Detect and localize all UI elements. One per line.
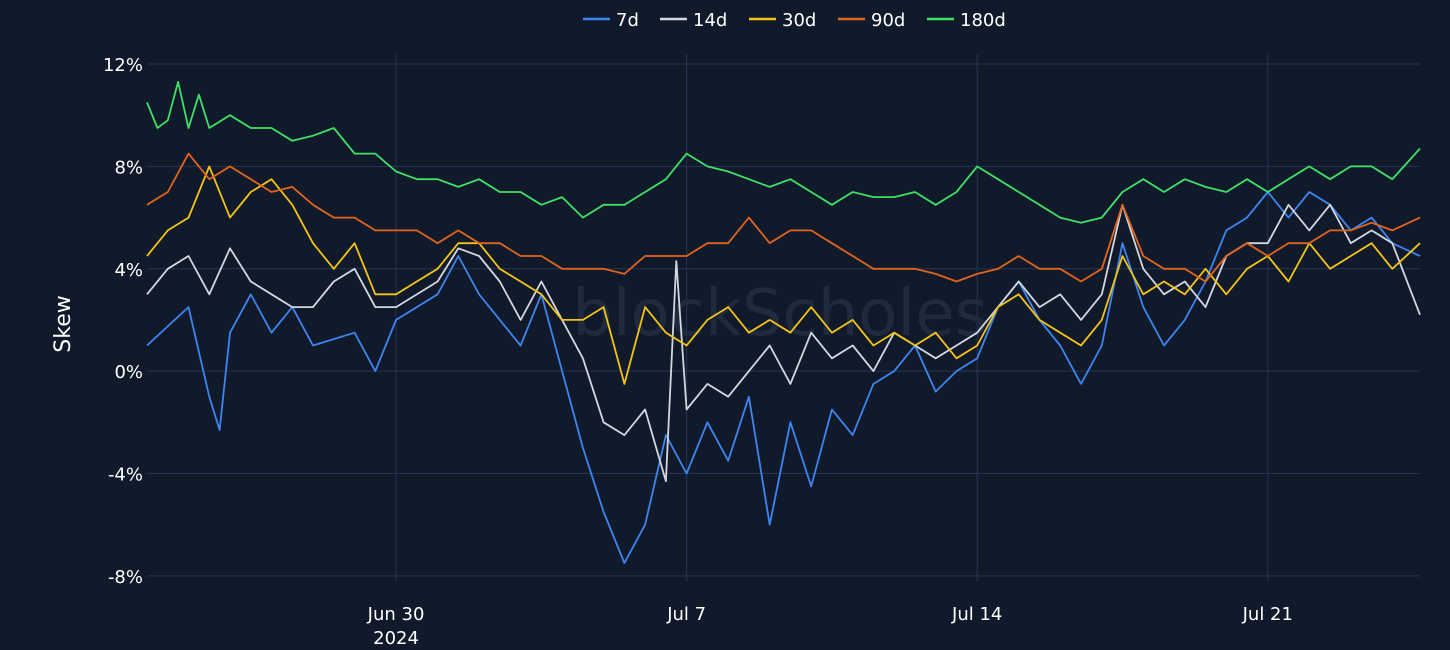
y-tick-label: 0% — [114, 362, 143, 383]
y-axis-ticks: 12% 8% 4% 0% -4% -8% — [103, 55, 143, 588]
x-axis-ticks: Jun 30 2024 Jul 7 Jul 14 Jul 21 — [367, 604, 1293, 649]
series-line-90d — [146, 152, 1421, 283]
series-line-14d — [146, 203, 1421, 483]
series-line-180d — [146, 81, 1421, 224]
watermark: blockScholes — [572, 277, 988, 351]
legend-label-30d[interactable]: 30d — [782, 10, 816, 31]
y-axis-title: Skew — [51, 295, 76, 352]
y-tick-label: -4% — [108, 465, 143, 486]
legend-label-14d[interactable]: 14d — [693, 10, 727, 31]
x-tick-label: Jul 14 — [951, 604, 1002, 625]
series-line-30d — [146, 165, 1421, 385]
x-tick-label: Jul 7 — [666, 604, 706, 625]
x-tick-label: Jul 21 — [1242, 604, 1293, 625]
x-tick-label: Jun 30 — [367, 604, 425, 625]
x-tick-sublabel: 2024 — [373, 628, 419, 649]
y-tick-label: 4% — [114, 260, 143, 281]
series-lines — [146, 81, 1421, 564]
y-tick-label: 8% — [114, 157, 143, 178]
legend-label-180d[interactable]: 180d — [960, 10, 1006, 31]
legend-label-7d[interactable]: 7d — [616, 10, 639, 31]
gridlines — [147, 54, 1420, 581]
legend-label-90d[interactable]: 90d — [871, 10, 905, 31]
y-tick-label: -8% — [108, 567, 143, 588]
legend: 7d 14d 30d 90d 180d — [583, 10, 1006, 31]
y-tick-label: 12% — [103, 55, 143, 76]
